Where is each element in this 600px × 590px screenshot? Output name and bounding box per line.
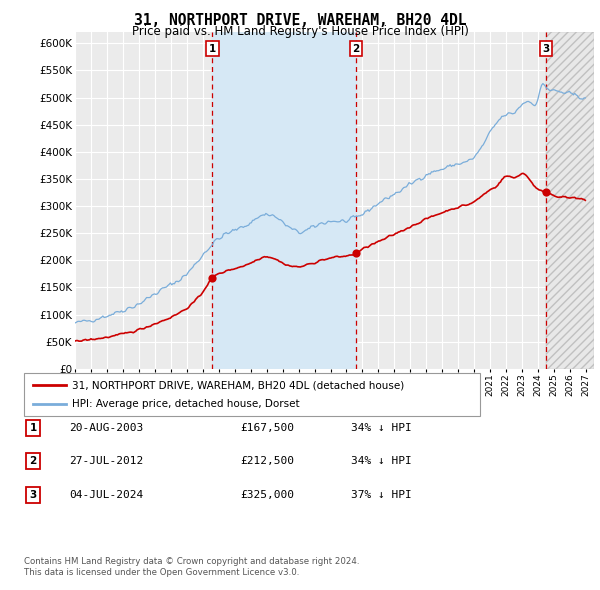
Bar (546, 32, 594, 369)
Text: 37% ↓ HPI: 37% ↓ HPI (351, 490, 412, 500)
Text: 3: 3 (29, 490, 37, 500)
Point (208, 273, 217, 283)
Bar (546, 32, 594, 369)
Bar (546, 32, 594, 369)
Text: £167,500: £167,500 (240, 423, 294, 432)
Text: 34% ↓ HPI: 34% ↓ HPI (351, 423, 412, 432)
Text: 31, NORTHPORT DRIVE, WAREHAM, BH20 4DL (detached house): 31, NORTHPORT DRIVE, WAREHAM, BH20 4DL (… (72, 381, 404, 391)
Text: HPI: Average price, detached house, Dorset: HPI: Average price, detached house, Dors… (72, 399, 299, 409)
Text: 20-AUG-2003: 20-AUG-2003 (69, 423, 143, 432)
Text: 04-JUL-2024: 04-JUL-2024 (69, 490, 143, 500)
Text: 27-JUL-2012: 27-JUL-2012 (69, 457, 143, 466)
Text: 31, NORTHPORT DRIVE, WAREHAM, BH20 4DL: 31, NORTHPORT DRIVE, WAREHAM, BH20 4DL (134, 13, 466, 28)
Text: 2: 2 (29, 457, 37, 466)
Text: This data is licensed under the Open Government Licence v3.0.: This data is licensed under the Open Gov… (24, 568, 299, 577)
Text: Price paid vs. HM Land Registry's House Price Index (HPI): Price paid vs. HM Land Registry's House … (131, 25, 469, 38)
Text: 3: 3 (542, 44, 550, 54)
Text: 34% ↓ HPI: 34% ↓ HPI (351, 457, 412, 466)
Text: £325,000: £325,000 (240, 490, 294, 500)
Point (351, 249, 361, 258)
Text: 1: 1 (209, 44, 216, 54)
Text: £212,500: £212,500 (240, 457, 294, 466)
Text: 1: 1 (29, 423, 37, 432)
Text: Contains HM Land Registry data © Crown copyright and database right 2024.: Contains HM Land Registry data © Crown c… (24, 557, 359, 566)
Text: 2: 2 (352, 44, 359, 54)
Point (541, 188, 551, 197)
Bar (212, 32, 356, 369)
